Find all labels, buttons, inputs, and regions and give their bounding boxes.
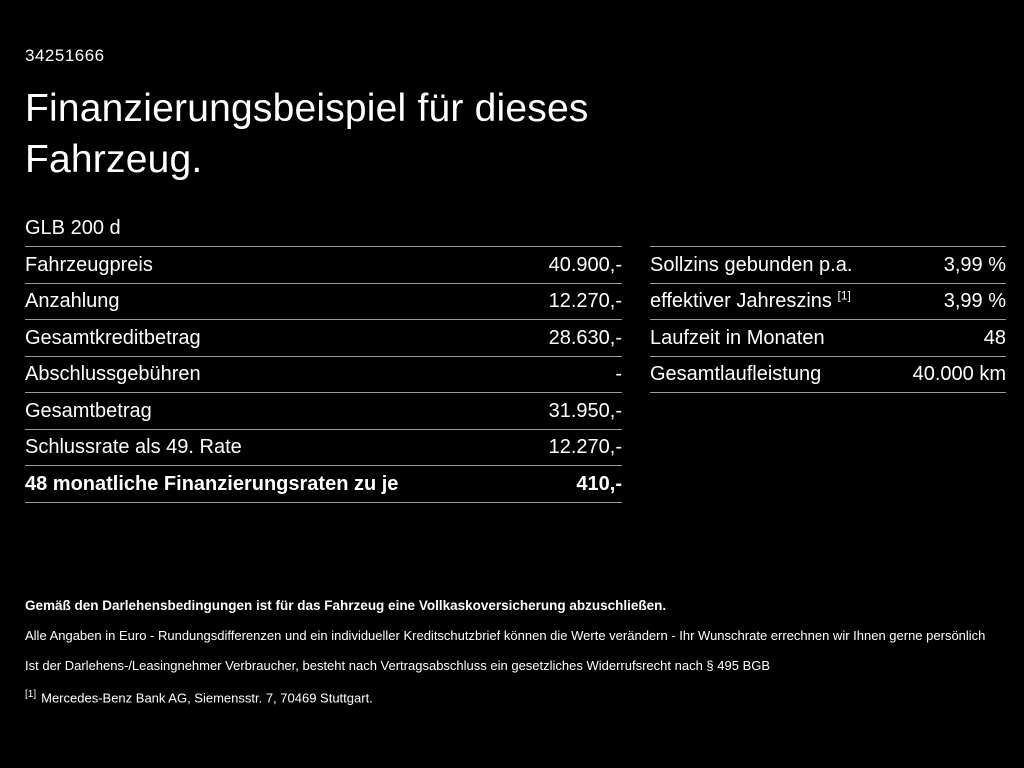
finance-table-left: Fahrzeugpreis 40.900,- Anzahlung 12.270,…: [25, 246, 622, 503]
row-label: Schlussrate als 49. Rate: [25, 436, 242, 459]
row-label: Laufzeit in Monaten: [650, 326, 825, 349]
row-label: Gesamtlaufleistung: [650, 363, 822, 386]
row-value: 3,99 %: [943, 253, 1006, 276]
row-value: 410,-: [576, 472, 622, 495]
table-row: Sollzins gebunden p.a. 3,99 %: [650, 246, 1006, 283]
main-content: 34251666 Finanzierungsbeispiel für diese…: [25, 46, 1006, 503]
page-title: Finanzierungsbeispiel für dieses Fahrzeu…: [25, 87, 589, 181]
row-label: Gesamtbetrag: [25, 399, 152, 422]
row-label: Anzahlung: [25, 290, 120, 313]
row-label: effektiver Jahreszins [1]: [650, 288, 851, 313]
row-value: 12.270,-: [548, 290, 622, 313]
row-value: 31.950,-: [548, 399, 622, 422]
finance-columns: GLB 200 d Fahrzeugpreis 40.900,- Anzahlu…: [25, 211, 1006, 503]
row-label: Fahrzeugpreis: [25, 253, 153, 276]
row-value: -: [615, 363, 622, 386]
right-column: Sollzins gebunden p.a. 3,99 % effektiver…: [650, 211, 1006, 503]
table-row: Schlussrate als 49. Rate 12.270,-: [25, 428, 622, 466]
vehicle-id: 34251666: [25, 46, 105, 65]
table-row-monthly-rate: 48 monatliche Finanzierungsraten zu je 4…: [25, 465, 622, 502]
row-label: Sollzins gebunden p.a.: [650, 253, 853, 276]
row-value: 40.900,-: [548, 253, 622, 276]
row-value: 12.270,-: [548, 436, 622, 459]
footnote-bank: [1] Mercedes-Benz Bank AG, Siemensstr. 7,…: [25, 689, 1006, 705]
row-value: 48: [983, 326, 1006, 349]
finance-table-right: Sollzins gebunden p.a. 3,99 % effektiver…: [650, 246, 1006, 394]
row-label: Abschlussgebühren: [25, 363, 201, 386]
table-row: Gesamtkreditbetrag 28.630,-: [25, 319, 622, 356]
table-row: Fahrzeugpreis 40.900,-: [25, 246, 622, 283]
footnote-reference: [1]: [837, 288, 851, 303]
table-row: Gesamtbetrag 31.950,-: [25, 392, 622, 429]
footer-notes: Gemäß den Darlehensbedingungen ist für d…: [25, 598, 1006, 705]
footnote-text: Mercedes-Benz Bank AG, Siemensstr. 7, 70…: [41, 689, 373, 705]
row-value: 28.630,-: [548, 326, 622, 349]
footer-note-insurance: Gemäß den Darlehensbedingungen ist für d…: [25, 598, 667, 613]
footer-note-disclaimer: Alle Angaben in Euro - Rundungsdifferenz…: [25, 628, 986, 643]
footer-note-legal: Ist der Darlehens-/Leasingnehmer Verbrau…: [25, 657, 771, 673]
table-row: Laufzeit in Monaten 48: [650, 319, 1006, 356]
model-name: GLB 200 d: [25, 217, 121, 240]
row-value: 40.000 km: [912, 363, 1006, 386]
table-row: Abschlussgebühren -: [25, 355, 622, 393]
footnote-marker: [1]: [25, 688, 37, 700]
table-row: Gesamtlaufleistung 40.000 km: [650, 355, 1006, 393]
table-row: effektiver Jahreszins [1] 3,99 %: [650, 282, 1006, 320]
table-row: Anzahlung 12.270,-: [25, 282, 622, 320]
left-column: GLB 200 d Fahrzeugpreis 40.900,- Anzahlu…: [25, 211, 622, 503]
row-label: 48 monatliche Finanzierungsraten zu je: [25, 472, 399, 495]
row-value: 3,99 %: [943, 290, 1006, 313]
row-label: Gesamtkreditbetrag: [25, 326, 201, 349]
